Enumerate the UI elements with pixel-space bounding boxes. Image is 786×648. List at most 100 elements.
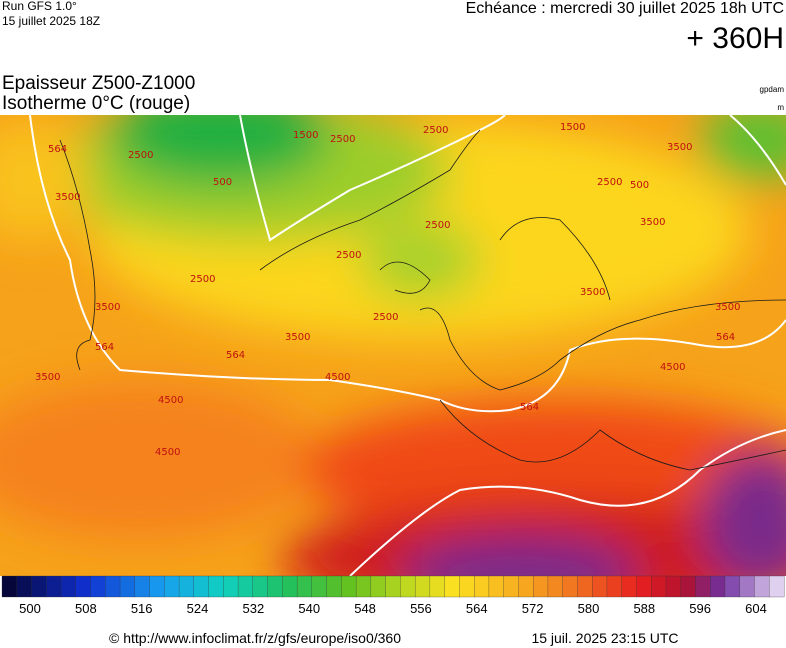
horizon: + 360H: [686, 22, 784, 55]
colorbar-tick-label: 524: [187, 601, 209, 616]
map: 564 3500 2500 1500 2500 500 2500 1500 2500 3500 25…: [0, 115, 786, 576]
colorbar-swatch: [223, 575, 239, 598]
contour-label: 3500: [55, 192, 80, 203]
contour-label: 564: [226, 350, 245, 361]
contour-label: 3500: [580, 287, 605, 298]
colorbar-swatch: [105, 575, 121, 598]
colorbar-swatch: [208, 575, 224, 598]
colorbar-swatch: [282, 575, 298, 598]
colorbar-swatch: [680, 575, 696, 598]
contour-label: 3500: [640, 217, 665, 228]
colorbar-swatch: [754, 575, 770, 598]
colorbar-swatch: [444, 575, 460, 598]
contour-label: 564: [716, 332, 735, 343]
footer-timestamp: 15 juil. 2025 23:15 UTC: [531, 630, 678, 646]
contour-label: 500: [213, 177, 232, 188]
contour-label: 2500: [190, 274, 215, 285]
colorbar-swatch: [370, 575, 387, 598]
colorbar-swatch: [592, 575, 608, 598]
colorbar-tick-label: 548: [354, 601, 376, 616]
colorbar-swatch: [400, 575, 416, 598]
colorbar-swatch: [651, 575, 667, 598]
colorbar-swatch: [193, 575, 210, 598]
colorbar-swatch: [16, 575, 32, 598]
title-1: Epaisseur Z500-Z1000: [2, 73, 195, 94]
contour-label: 2500: [330, 134, 355, 145]
colorbar-swatch: [341, 575, 357, 598]
colorbar-swatch: [724, 575, 741, 598]
colorbar-swatch: [621, 575, 637, 598]
colorbar-swatch: [577, 575, 593, 598]
unit-2: m: [777, 103, 784, 112]
contour-label: 3500: [667, 142, 692, 153]
colorbar-tick-label: 500: [19, 601, 41, 616]
contour-label: 4500: [155, 447, 180, 458]
colorbar-swatch: [414, 575, 431, 598]
colorbar-swatch: [547, 575, 564, 598]
colorbar-swatch: [296, 575, 313, 598]
colorbar-swatch: [326, 575, 342, 598]
colorbar-swatch: [769, 575, 785, 598]
colorbar-swatch: [636, 575, 652, 598]
colorbar-tick-label: 564: [466, 601, 488, 616]
colorbar-tick-label: 508: [75, 601, 97, 616]
colorbar-tick-label: 540: [298, 601, 320, 616]
colorbar-tick-label: 532: [243, 601, 265, 616]
contour-label: 2500: [128, 150, 153, 161]
colorbar-tick-label: 516: [131, 601, 153, 616]
contour-label: 3500: [285, 332, 310, 343]
colorbar-swatch: [429, 575, 446, 598]
colorbar-swatch: [606, 575, 623, 598]
colorbar-swatch: [75, 575, 91, 598]
colorbar-swatch: [518, 575, 534, 598]
contour-label: 3500: [95, 302, 120, 313]
contour-label: 3500: [715, 302, 740, 313]
colorbar-swatch: [739, 575, 755, 598]
colorbar: 500 508 516 524 532 540 548 556 564 572 580 588 596 6…: [1, 575, 785, 616]
colorbar-swatch: [90, 575, 106, 598]
contour-label: 4500: [158, 395, 183, 406]
contour-label: 2500: [425, 220, 450, 231]
contour-label: 1500: [560, 122, 585, 133]
colorbar-swatch: [178, 575, 195, 598]
colorbar-swatch: [119, 575, 136, 598]
colorbar-swatch: [533, 575, 549, 598]
colorbar-swatch: [665, 575, 682, 598]
colorbar-swatch: [385, 575, 401, 598]
colorbar-swatch: [488, 575, 505, 598]
contour-label: 2500: [336, 250, 361, 261]
contour-label: 564: [95, 342, 114, 353]
colorbar-swatch: [459, 575, 475, 598]
contour-label: 564: [520, 402, 539, 413]
colorbar-swatch: [149, 575, 165, 598]
run-date: 15 juillet 2025 18Z: [2, 14, 100, 28]
colorbar-swatch: [695, 575, 711, 598]
run: Run GFS 1.0°: [2, 0, 77, 13]
colorbar-swatch: [31, 575, 47, 598]
contour-label: 2500: [423, 125, 448, 136]
colorbar-tick-label: 580: [578, 601, 600, 616]
colorbar-swatch: [134, 575, 150, 598]
colorbar-swatch: [562, 575, 578, 598]
colorbar-swatch: [237, 575, 254, 598]
colorbar-swatch: [503, 575, 519, 598]
contour-label: 2500: [373, 312, 398, 323]
echeance: Echéance : mercredi 30 juillet 2025 18h …: [466, 0, 784, 17]
colorbar-swatch: [60, 575, 77, 598]
colorbar-tick-label: 604: [745, 601, 767, 616]
colorbar-swatch: [311, 575, 328, 598]
colorbar-swatch: [1, 575, 18, 598]
title-2: Isotherme 0°C (rouge): [2, 93, 190, 114]
colorbar-swatch: [46, 575, 62, 598]
contour-label: 4500: [325, 372, 350, 383]
colorbar-swatch: [164, 575, 180, 598]
colorbar-tick-label: 588: [633, 601, 655, 616]
contour-label: 564: [48, 144, 67, 155]
colorbar-swatch: [474, 575, 490, 598]
contour-label: 2500: [597, 177, 622, 188]
colorbar-swatch: [355, 575, 372, 598]
colorbar-swatch: [252, 575, 269, 598]
colorbar-tick-label: 572: [522, 601, 544, 616]
colorbar-swatch: [710, 575, 726, 598]
